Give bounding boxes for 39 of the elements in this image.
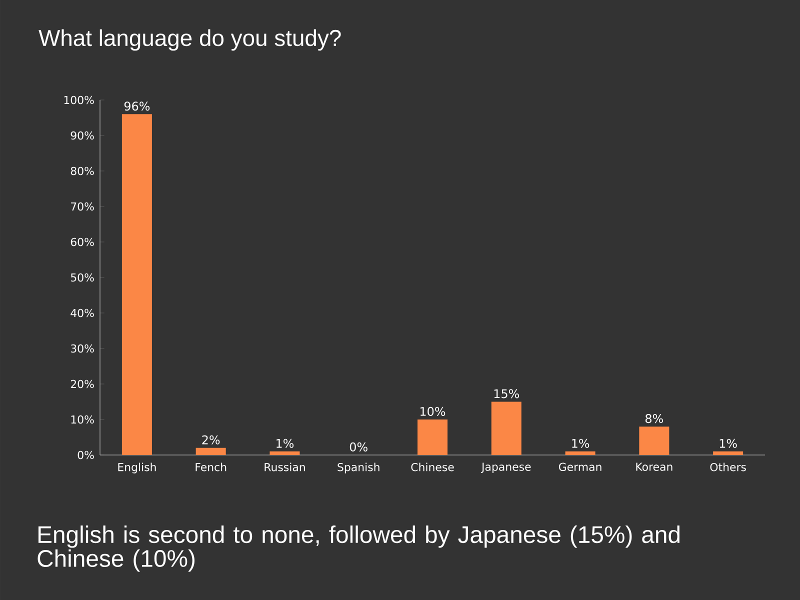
data-label: 8%: [646, 414, 663, 424]
x-tick-label: German: [558, 462, 602, 472]
data-label: 15%: [494, 389, 520, 398]
data-label: 10%: [420, 406, 446, 416]
chart-title: What language do you study?: [38, 29, 341, 51]
y-tick-label: 20%: [70, 380, 94, 388]
y-tick-label: 80%: [70, 166, 94, 176]
y-tick-label: 0%: [78, 450, 94, 460]
bar: [491, 402, 522, 455]
y-tick-label: 90%: [70, 131, 94, 140]
x-tick-label: Spanish: [338, 462, 380, 474]
y-tick-label: 50%: [70, 273, 94, 282]
x-tick-label: English: [118, 462, 156, 474]
x-tick-label: Fench: [196, 462, 226, 472]
x-tick-label: Others: [710, 462, 746, 472]
bar: [418, 419, 448, 455]
y-tick-label: 10%: [71, 415, 94, 424]
bar: [122, 114, 152, 455]
data-label: 0%: [350, 442, 368, 452]
x-tick-label: Japanese: [480, 462, 531, 474]
data-label: 2%: [202, 435, 220, 444]
x-tick-label: Korean: [636, 462, 672, 471]
bar: [565, 451, 596, 455]
y-tick-label: 70%: [71, 202, 94, 211]
bar: [639, 426, 670, 455]
bar: [713, 451, 744, 455]
bar: [270, 451, 300, 455]
data-label: 1%: [720, 438, 737, 448]
x-tick-label: Chinese: [411, 462, 454, 472]
data-label: 1%: [276, 438, 294, 448]
data-label: 96%: [124, 102, 150, 111]
bar: [196, 448, 226, 455]
x-tick-label: Russian: [264, 462, 305, 472]
y-tick-label: 60%: [70, 238, 94, 246]
y-tick-label: 30%: [70, 344, 94, 353]
data-label: 1%: [572, 438, 590, 448]
y-tick-label: 100%: [64, 96, 94, 104]
text: English is second to none, followed by Japanese (15%) and Chinese (10%): [38, 526, 680, 572]
y-tick-label: 40%: [70, 308, 94, 318]
